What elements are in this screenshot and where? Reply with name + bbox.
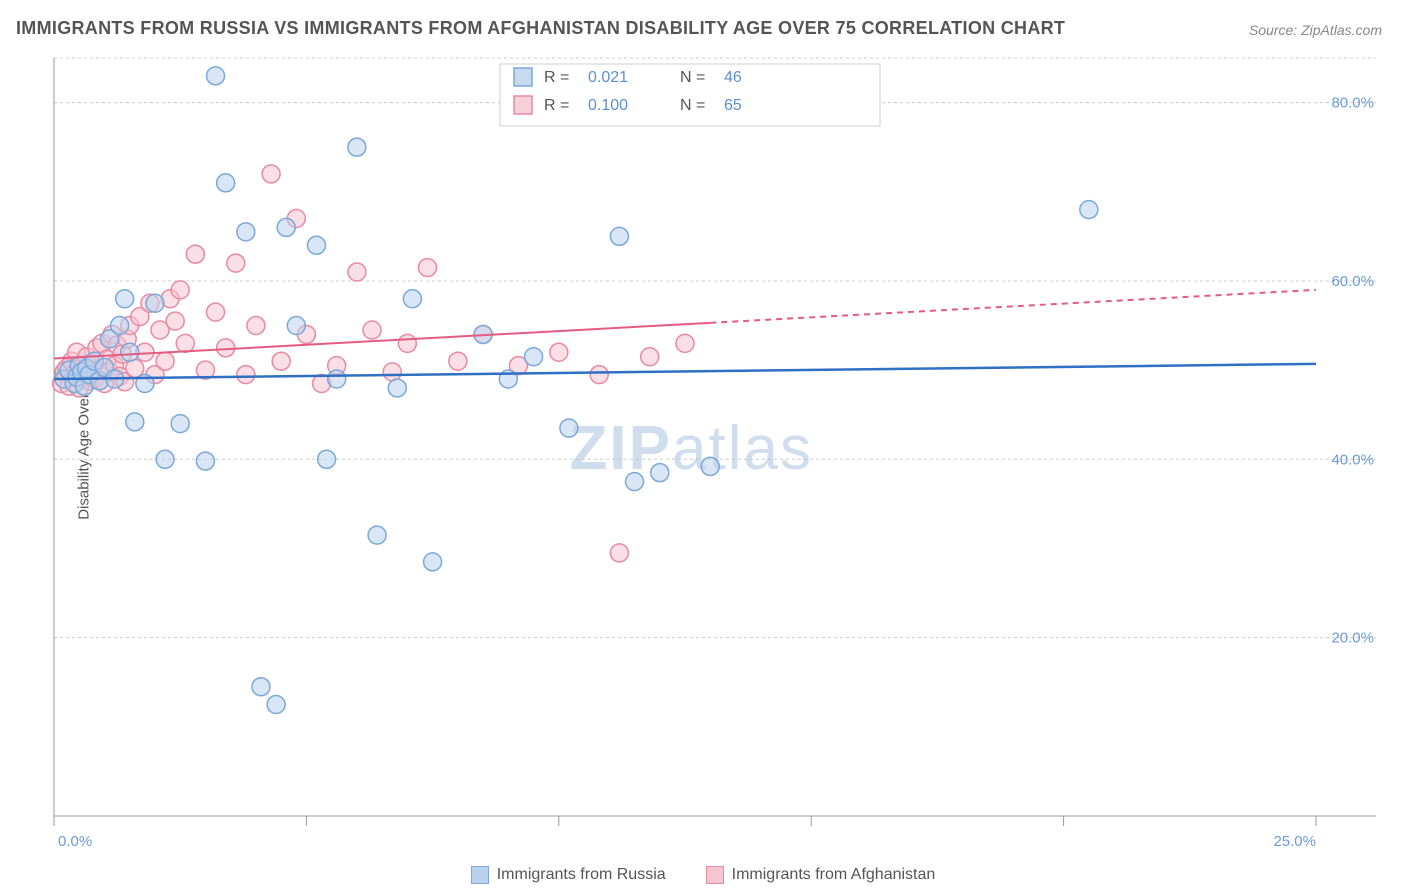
bottom-legend-item: Immigrants from Russia — [471, 866, 666, 884]
data-point — [217, 174, 235, 192]
source-prefix: Source: — [1249, 22, 1301, 38]
x-tick-label: 25.0% — [1273, 833, 1316, 850]
data-point — [267, 696, 285, 714]
data-point — [262, 165, 280, 183]
chart-svg: 20.0% 40.0% 60.0% 80.0% ZIPatlas R = 0.021 N =… — [50, 54, 1386, 852]
data-point — [368, 526, 386, 544]
chart-plot-area: 20.0% 40.0% 60.0% 80.0% ZIPatlas R = 0.021 N =… — [50, 54, 1386, 852]
legend-n-label: N = — [680, 97, 705, 114]
data-point — [525, 348, 543, 366]
data-point — [171, 281, 189, 299]
data-point — [217, 339, 235, 357]
data-point — [383, 363, 401, 381]
data-point — [237, 366, 255, 384]
legend-swatch — [514, 68, 532, 86]
data-point — [610, 227, 628, 245]
data-point — [247, 317, 265, 335]
bottom-legend: Immigrants from Russia Immigrants from Af… — [0, 866, 1406, 884]
legend-swatch — [514, 96, 532, 114]
data-point — [651, 464, 669, 482]
data-point — [348, 138, 366, 156]
data-point — [328, 370, 346, 388]
data-point — [111, 317, 129, 335]
data-point — [560, 419, 578, 437]
data-point — [307, 236, 325, 254]
data-point — [207, 303, 225, 321]
legend-n-value: 46 — [724, 69, 742, 86]
legend-r-label: R = — [544, 97, 569, 114]
data-point — [171, 415, 189, 433]
source-link[interactable]: ZipAtlas.com — [1301, 22, 1382, 38]
data-point — [186, 245, 204, 263]
data-point — [176, 334, 194, 352]
data-point — [550, 343, 568, 361]
data-point — [590, 366, 608, 384]
legend-r-value: 0.100 — [588, 97, 628, 114]
data-point — [156, 352, 174, 370]
data-point — [610, 544, 628, 562]
y-tick-label: 20.0% — [1331, 630, 1374, 647]
legend-swatch — [471, 866, 489, 884]
data-point — [398, 334, 416, 352]
data-point — [676, 334, 694, 352]
data-point — [388, 379, 406, 397]
legend-label: Immigrants from Russia — [497, 866, 666, 884]
data-point — [252, 678, 270, 696]
data-point — [207, 67, 225, 85]
data-point — [626, 473, 644, 491]
data-point — [272, 352, 290, 370]
y-tick-label: 80.0% — [1331, 95, 1374, 112]
data-point — [424, 553, 442, 571]
legend-r-value: 0.021 — [588, 69, 628, 86]
data-point — [318, 450, 336, 468]
bottom-legend-item: Immigrants from Afghanistan — [706, 866, 936, 884]
data-point — [403, 290, 421, 308]
data-point — [419, 259, 437, 277]
data-point — [146, 294, 164, 312]
x-tick-label: 0.0% — [58, 833, 92, 850]
chart-title: IMMIGRANTS FROM RUSSIA VS IMMIGRANTS FRO… — [16, 18, 1065, 39]
data-point — [126, 413, 144, 431]
data-point — [166, 312, 184, 330]
data-point — [348, 263, 366, 281]
data-point — [237, 223, 255, 241]
data-point — [116, 290, 134, 308]
data-point — [121, 343, 139, 361]
y-tick-label: 40.0% — [1331, 451, 1374, 468]
source-attribution: Source: ZipAtlas.com — [1249, 22, 1382, 38]
legend-swatch — [706, 866, 724, 884]
legend-label: Immigrants from Afghanistan — [732, 866, 936, 884]
trend-line-dashed — [710, 290, 1316, 323]
data-point — [156, 450, 174, 468]
data-point — [641, 348, 659, 366]
data-point — [277, 218, 295, 236]
y-tick-label: 60.0% — [1331, 273, 1374, 290]
legend-n-label: N = — [680, 69, 705, 86]
legend-r-label: R = — [544, 69, 569, 86]
data-point — [363, 321, 381, 339]
data-point — [287, 317, 305, 335]
data-point — [227, 254, 245, 272]
data-point — [196, 452, 214, 470]
legend-n-value: 65 — [724, 97, 742, 114]
data-point — [449, 352, 467, 370]
data-point — [701, 457, 719, 475]
data-point — [1080, 201, 1098, 219]
watermark: ZIPatlas — [570, 414, 813, 483]
